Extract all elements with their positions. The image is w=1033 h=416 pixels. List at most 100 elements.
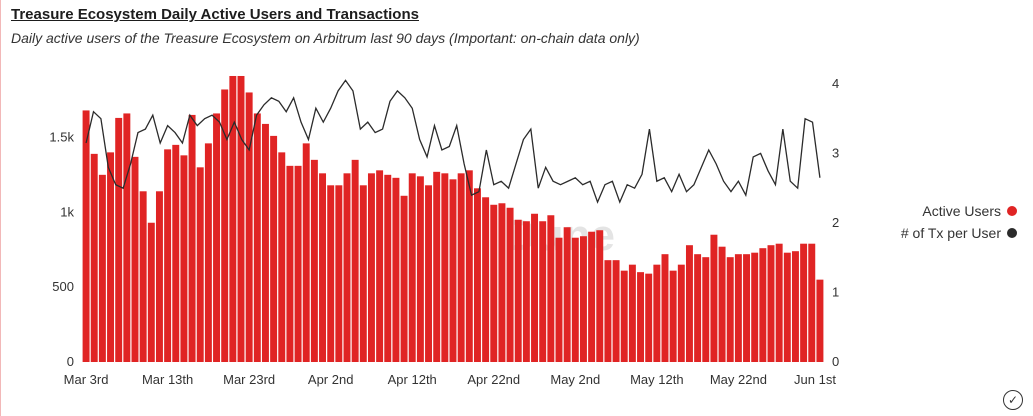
bar-active-users[interactable] xyxy=(359,185,367,362)
bar-active-users[interactable] xyxy=(677,264,685,362)
bar-active-users[interactable] xyxy=(123,113,131,363)
bar-active-users[interactable] xyxy=(645,273,653,362)
x-tick-label: Apr 12th xyxy=(388,372,437,387)
bar-active-users[interactable] xyxy=(514,219,522,362)
bar-active-users[interactable] xyxy=(180,155,188,362)
bar-active-users[interactable] xyxy=(367,173,375,362)
bar-active-users[interactable] xyxy=(294,165,302,362)
bar-active-users[interactable] xyxy=(351,159,359,362)
bar-active-users[interactable] xyxy=(433,171,441,362)
bar-active-users[interactable] xyxy=(734,254,742,362)
bar-active-users[interactable] xyxy=(98,174,106,362)
bar-active-users[interactable] xyxy=(759,248,767,362)
bar-active-users[interactable] xyxy=(473,188,481,362)
bar-active-users[interactable] xyxy=(702,257,710,362)
bar-active-users[interactable] xyxy=(245,92,253,363)
bar-active-users[interactable] xyxy=(783,252,791,362)
bar-active-users[interactable] xyxy=(139,191,147,362)
bar-active-users[interactable] xyxy=(482,197,490,362)
check-circle-icon[interactable]: ✓ xyxy=(1003,390,1023,410)
bar-active-users[interactable] xyxy=(539,221,547,362)
bar-active-users[interactable] xyxy=(465,170,473,362)
bar-active-users[interactable] xyxy=(335,185,343,362)
bar-active-users[interactable] xyxy=(90,153,98,362)
bar-active-users[interactable] xyxy=(637,272,645,362)
bar-active-users[interactable] xyxy=(384,174,392,362)
bar-active-users[interactable] xyxy=(204,143,212,362)
bar-active-users[interactable] xyxy=(726,257,734,362)
bar-active-users[interactable] xyxy=(506,207,514,362)
bar-active-users[interactable] xyxy=(579,236,587,362)
bar-active-users[interactable] xyxy=(767,245,775,362)
bar-active-users[interactable] xyxy=(620,270,628,362)
bar-active-users[interactable] xyxy=(588,231,596,362)
bar-active-users[interactable] xyxy=(531,213,539,362)
bar-active-users[interactable] xyxy=(743,254,751,362)
bar-active-users[interactable] xyxy=(408,173,416,362)
bar-active-users[interactable] xyxy=(270,135,278,362)
bar-active-users[interactable] xyxy=(286,165,294,362)
bar-active-users[interactable] xyxy=(172,144,180,362)
bar-active-users[interactable] xyxy=(718,246,726,362)
bar-active-users[interactable] xyxy=(685,245,693,362)
bar-active-users[interactable] xyxy=(147,222,155,362)
legend-item-tx-per-user[interactable]: # of Tx per User xyxy=(901,222,1017,244)
bar-active-users[interactable] xyxy=(800,243,808,362)
bar-active-users[interactable] xyxy=(221,89,229,362)
bar-active-users[interactable] xyxy=(751,252,759,362)
bar-active-users[interactable] xyxy=(441,173,449,362)
bar-active-users[interactable] xyxy=(302,143,310,362)
bar-active-users[interactable] xyxy=(425,185,433,362)
bar-active-users[interactable] xyxy=(188,114,196,362)
bar-active-users[interactable] xyxy=(522,221,530,362)
bar-active-users[interactable] xyxy=(319,173,327,362)
bar-active-users[interactable] xyxy=(213,113,221,363)
bar-active-users[interactable] xyxy=(653,264,661,362)
bar-active-users[interactable] xyxy=(669,270,677,362)
bar-active-users[interactable] xyxy=(791,251,799,362)
y-axis-right: 0 1 2 3 4 xyxy=(832,76,839,369)
bar-active-users[interactable] xyxy=(612,260,620,362)
bar-active-users[interactable] xyxy=(661,254,669,362)
bar-active-users[interactable] xyxy=(596,230,604,362)
bar-active-users[interactable] xyxy=(155,191,163,362)
bar-active-users[interactable] xyxy=(278,152,286,362)
bar-active-users[interactable] xyxy=(82,110,90,363)
bar-active-users[interactable] xyxy=(261,123,269,362)
y-left-tick-label: 1k xyxy=(60,204,74,219)
bar-active-users[interactable] xyxy=(107,152,115,362)
bar-active-users[interactable] xyxy=(555,237,563,362)
bar-active-users[interactable] xyxy=(253,113,261,363)
legend-item-active-users[interactable]: Active Users xyxy=(901,200,1017,222)
bar-active-users[interactable] xyxy=(237,75,245,363)
bar-active-users[interactable] xyxy=(376,170,384,362)
bar-active-users[interactable] xyxy=(498,203,506,362)
bar-active-users[interactable] xyxy=(457,173,465,362)
bar-active-users[interactable] xyxy=(343,173,351,362)
bar-active-users[interactable] xyxy=(808,243,816,362)
bar-active-users[interactable] xyxy=(449,179,457,362)
bar-active-users[interactable] xyxy=(400,195,408,362)
bar-active-users[interactable] xyxy=(327,185,335,362)
bar-active-users[interactable] xyxy=(547,215,555,362)
bar-active-users[interactable] xyxy=(164,149,172,362)
bar-active-users[interactable] xyxy=(628,264,636,362)
bar-active-users[interactable] xyxy=(604,260,612,362)
bar-active-users[interactable] xyxy=(416,176,424,362)
bar-active-users[interactable] xyxy=(131,156,139,362)
bar-active-users[interactable] xyxy=(816,279,824,362)
bar-active-users[interactable] xyxy=(571,237,579,362)
bar-active-users[interactable] xyxy=(563,227,571,362)
bar-active-users[interactable] xyxy=(775,243,783,362)
bar-active-users[interactable] xyxy=(196,167,204,362)
bar-active-users[interactable] xyxy=(490,204,498,362)
bar-active-users[interactable] xyxy=(115,117,123,362)
bar-active-users[interactable] xyxy=(710,234,718,362)
chart-title[interactable]: Treasure Ecosystem Daily Active Users an… xyxy=(11,6,419,23)
legend-dot-tx-per-user xyxy=(1007,228,1017,238)
bar-active-users[interactable] xyxy=(310,159,318,362)
bar-active-users[interactable] xyxy=(229,75,237,363)
legend-label-tx-per-user: # of Tx per User xyxy=(900,225,1001,241)
bar-active-users[interactable] xyxy=(694,254,702,362)
bar-active-users[interactable] xyxy=(392,177,400,362)
